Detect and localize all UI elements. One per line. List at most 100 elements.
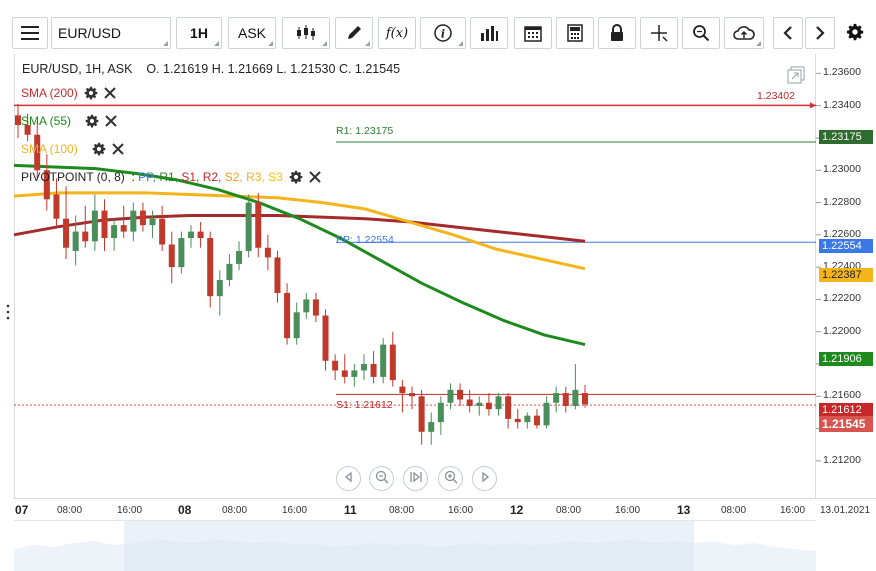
- chevron-right-icon: [814, 25, 826, 41]
- panel-resize-handle[interactable]: [6, 303, 10, 321]
- pivot-r3: R3,: [246, 170, 265, 184]
- chart-type-button[interactable]: [282, 17, 330, 49]
- zoom-out-icon: [375, 470, 389, 487]
- legend-sma100: SMA (100): [21, 142, 124, 156]
- sma200-remove[interactable]: [103, 87, 116, 99]
- sma100-settings[interactable]: [92, 142, 106, 156]
- calendar-icon: [524, 24, 542, 42]
- price-tag-pp: 1.22554: [819, 239, 873, 253]
- time-label: 08:00: [222, 505, 248, 516]
- gear-icon: [92, 142, 106, 156]
- nav-scroll-right-button[interactable]: [472, 466, 497, 491]
- lock-button[interactable]: [598, 17, 636, 49]
- time-label: 16:00: [780, 505, 806, 516]
- navigator-pane[interactable]: [14, 520, 816, 571]
- pivot-s1: S1,: [181, 170, 200, 184]
- sma200-label: SMA (200): [21, 86, 78, 100]
- nav-reset-button[interactable]: [403, 466, 428, 491]
- pivot-sep: :: [131, 170, 135, 184]
- expand-icon: [787, 66, 805, 87]
- time-day-07: 07: [15, 503, 29, 517]
- navigator-chart: [14, 521, 816, 571]
- menu-button[interactable]: [12, 17, 48, 49]
- time-axis[interactable]: [14, 498, 876, 520]
- pencil-icon: [345, 24, 363, 42]
- pivot-r1: R1,: [159, 170, 178, 184]
- r1-level-label: R1: 1.23175: [336, 125, 394, 137]
- chevron-left-icon: [782, 25, 794, 41]
- sma100-remove[interactable]: [111, 143, 124, 155]
- time-day-13: 13: [677, 503, 691, 517]
- ohlc-header: EUR/USD, 1H, ASK O. 1.21619 H. 1.21669 L…: [22, 62, 400, 76]
- close-icon: [103, 87, 116, 99]
- price-tick-label: 1.22800: [823, 195, 861, 208]
- magnifier-icon: [692, 24, 710, 42]
- calendar-button[interactable]: [514, 17, 552, 49]
- price-tick-label: 1.22000: [823, 324, 861, 337]
- timeframe-selector[interactable]: 1H: [176, 17, 222, 49]
- zoom-button[interactable]: [682, 17, 720, 49]
- price-tag-last: 1.21545: [819, 416, 873, 432]
- close-icon: [105, 115, 117, 127]
- time-label: 08:00: [556, 505, 582, 516]
- lock-icon: [609, 24, 625, 42]
- draw-tool-button[interactable]: [335, 17, 373, 49]
- calculator-button[interactable]: [556, 17, 594, 49]
- nav-zoom-in-button[interactable]: [438, 466, 463, 491]
- scroll-forward-button[interactable]: [805, 17, 835, 49]
- time-label: 16:00: [282, 505, 308, 516]
- crosshair-icon: [650, 24, 668, 42]
- pivot-remove[interactable]: [309, 171, 321, 183]
- scroll-left-icon: [343, 471, 355, 486]
- fx-label: f(x): [385, 25, 409, 41]
- sma200-settings[interactable]: [84, 86, 98, 100]
- nav-scroll-left-button[interactable]: [336, 466, 361, 491]
- pivot-settings[interactable]: [289, 170, 303, 184]
- price-tick-label: 1.22200: [823, 292, 861, 305]
- symbol-selector[interactable]: EUR/USD: [51, 17, 171, 49]
- time-label: 16:00: [448, 505, 474, 516]
- scroll-back-button[interactable]: [773, 17, 803, 49]
- sma55-label: SMA (55): [21, 114, 72, 128]
- indicators-button[interactable]: f(x): [378, 17, 416, 49]
- close-icon: [309, 171, 321, 183]
- gear-icon: [85, 114, 99, 128]
- pivot-pp: PP,: [138, 170, 156, 184]
- sma55-remove[interactable]: [105, 115, 117, 127]
- low-value: L. 1.21530: [276, 62, 336, 76]
- close-icon: [111, 143, 124, 155]
- time-label: 16:00: [117, 505, 143, 516]
- settings-button[interactable]: [843, 21, 867, 45]
- time-day-08: 08: [178, 503, 192, 517]
- time-label: 08:00: [721, 505, 747, 516]
- sma100-label: SMA (100): [21, 142, 78, 156]
- bar-chart-icon: [480, 25, 498, 41]
- reset-icon: [409, 471, 423, 486]
- hamburger-icon: [21, 26, 39, 40]
- price-type-label: ASK: [237, 25, 266, 41]
- cloud-button[interactable]: [724, 17, 764, 49]
- crosshair-button[interactable]: [640, 17, 678, 49]
- calculator-icon: [567, 24, 583, 42]
- gear-icon: [289, 170, 303, 184]
- nav-zoom-out-button[interactable]: [369, 466, 394, 491]
- price-type-selector[interactable]: ASK: [228, 17, 276, 49]
- zoom-in-icon: [444, 470, 458, 487]
- chart-plot-area[interactable]: [14, 54, 816, 498]
- legend-sma200: SMA (200): [21, 86, 116, 100]
- volume-button[interactable]: [470, 17, 508, 49]
- timeframe-label: 1H: [190, 25, 208, 41]
- sma200-last-label: 1.23402: [757, 90, 795, 102]
- price-tick-label: 1.21600: [823, 389, 861, 402]
- sma55-settings[interactable]: [85, 114, 99, 128]
- time-day-12: 12: [510, 503, 524, 517]
- scroll-right-icon: [479, 471, 491, 486]
- info-button[interactable]: i: [420, 17, 466, 49]
- maximize-button[interactable]: [787, 66, 805, 84]
- gear-icon: [84, 86, 98, 100]
- legend-pivotpoint: PIVOTPOINT (0, 8) : PP, R1, S1, R2, S2, …: [21, 170, 321, 184]
- pivot-label: PIVOTPOINT (0, 8): [21, 170, 125, 184]
- price-tag-r1: 1.23175: [819, 130, 873, 144]
- time-label: 08:00: [57, 505, 83, 516]
- pivot-r2: R2,: [202, 170, 222, 184]
